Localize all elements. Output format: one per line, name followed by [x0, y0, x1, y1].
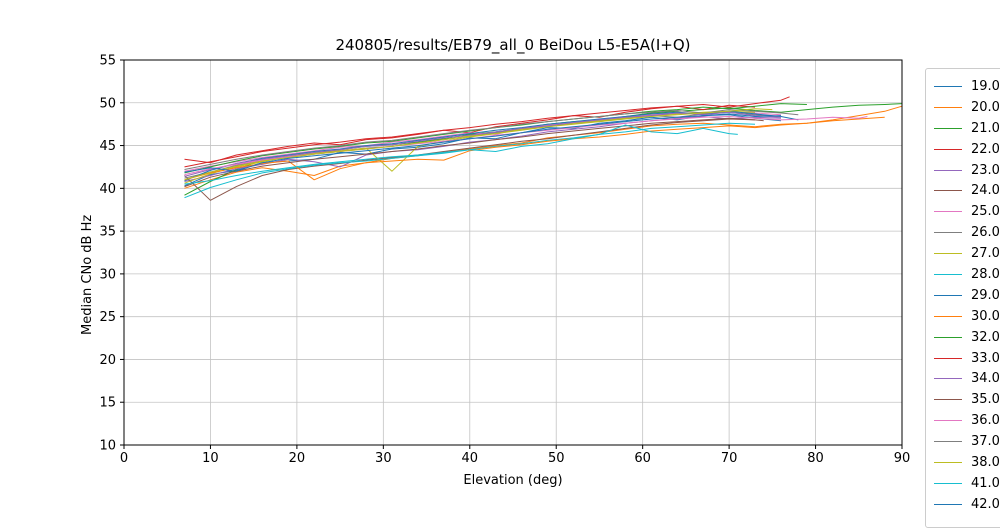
legend-item-label: 20.0: [971, 99, 1000, 115]
plot-border: [123, 59, 903, 446]
legend-item-label: 21.0: [971, 120, 1000, 136]
legend-item: 34.0: [926, 368, 1000, 389]
legend-item-label: 28.0: [971, 266, 1000, 282]
legend-item-label: 25.0: [971, 204, 1000, 220]
legend-item-label: 37.0: [971, 434, 1000, 450]
legend-item: 32.0: [926, 327, 1000, 348]
legend-line-swatch: [934, 211, 962, 213]
y-tick-label: 50: [99, 96, 116, 111]
legend-item: 28.0: [926, 264, 1000, 285]
series-line-35.0: [184, 117, 764, 188]
legend-item: 33.0: [926, 348, 1000, 369]
legend: 19.0 20.0 21.0 22.0 23.0 24.0 25.0 26.0 27.0 28.0…: [925, 68, 1000, 528]
legend-item: 24.0: [926, 180, 1000, 201]
legend-line-swatch: [934, 169, 962, 171]
series-line-30.0: [184, 105, 903, 181]
legend-item-label: 19.0: [971, 78, 1000, 94]
legend-item: 20.0: [926, 97, 1000, 118]
legend-line-swatch: [934, 503, 962, 505]
legend-item-label: 26.0: [971, 225, 1000, 241]
x-tick-label: 80: [807, 451, 824, 466]
legend-item: 21.0: [926, 118, 1000, 139]
y-tick-label: 25: [99, 310, 116, 325]
legend-line-swatch: [934, 85, 962, 87]
series-line-26.0: [184, 111, 782, 179]
legend-item-label: 23.0: [971, 162, 1000, 178]
legend-item-label: 41.0: [971, 475, 1000, 491]
legend-line-swatch: [934, 441, 962, 443]
legend-item: 23.0: [926, 160, 1000, 181]
y-tick-label: 10: [99, 439, 116, 454]
plot-area: 0 10 20 30 40 50 60 70 80 90 10 15 20 25 30 35 40 45 50 55: [99, 54, 911, 467]
x-tick-label: 20: [289, 451, 306, 466]
figure: 240805/results/EB79_all_0 BeiDou L5-E5A(…: [80, 36, 1000, 528]
legend-item-label: 38.0: [971, 454, 1000, 470]
legend-item-label: 34.0: [971, 371, 1000, 387]
legend-line-swatch: [934, 461, 962, 463]
series-line-41.0: [184, 124, 738, 185]
legend-item-label: 22.0: [971, 141, 1000, 157]
y-tick-label: 55: [99, 54, 116, 69]
legend-item: 41.0: [926, 473, 1000, 494]
legend-line-swatch: [934, 399, 962, 401]
series-line-34.0: [184, 111, 782, 177]
legend-item-label: 30.0: [971, 308, 1000, 324]
legend-item: 37.0: [926, 431, 1000, 452]
legend-item: 22.0: [926, 139, 1000, 160]
legend-item-label: 36.0: [971, 413, 1000, 429]
legend-line-swatch: [934, 148, 962, 150]
legend-item: 27.0: [926, 243, 1000, 264]
legend-item: 38.0: [926, 452, 1000, 473]
legend-item-label: 24.0: [971, 183, 1000, 199]
series-line-24.0: [184, 118, 756, 201]
legend-line-swatch: [934, 315, 962, 317]
legend-line-swatch: [934, 336, 962, 338]
x-tick-label: 0: [120, 451, 128, 466]
legend-item-label: 29.0: [971, 287, 1000, 303]
y-tick-label: 45: [99, 139, 116, 154]
legend-line-swatch: [934, 106, 962, 108]
y-tick-label: 35: [99, 225, 116, 240]
legend-item-label: 32.0: [971, 329, 1000, 345]
legend-item: 19.0: [926, 76, 1000, 97]
y-tick-label: 40: [99, 182, 116, 197]
x-tick-label: 30: [375, 451, 392, 466]
legend-line-swatch: [934, 253, 962, 255]
x-tick-label: 40: [462, 451, 479, 466]
legend-line-swatch: [934, 232, 962, 234]
y-tick-label: 30: [99, 267, 116, 282]
legend-item-label: 33.0: [971, 350, 1000, 366]
legend-item: 30.0: [926, 306, 1000, 327]
legend-line-swatch: [934, 294, 962, 296]
legend-line-swatch: [934, 357, 962, 359]
legend-item: 25.0: [926, 201, 1000, 222]
series-line-42.0: [184, 113, 782, 173]
series-line-33.0: [184, 96, 790, 168]
series-line-38.0: [184, 108, 773, 181]
x-tick-label: 10: [202, 451, 219, 466]
legend-item: 35.0: [926, 389, 1000, 410]
legend-line-swatch: [934, 190, 962, 192]
legend-item-label: 27.0: [971, 246, 1000, 262]
legend-line-swatch: [934, 127, 962, 129]
x-axis-label: Elevation (deg): [463, 473, 563, 488]
legend-line-swatch: [934, 378, 962, 380]
legend-line-swatch: [934, 273, 962, 275]
legend-line-swatch: [934, 420, 962, 422]
legend-item: 26.0: [926, 222, 1000, 243]
y-tick-label: 20: [99, 353, 116, 368]
legend-item: 36.0: [926, 410, 1000, 431]
legend-item-label: 35.0: [971, 392, 1000, 408]
legend-item: 29.0: [926, 285, 1000, 306]
legend-item: 42.0: [926, 494, 1000, 515]
chart-title: 240805/results/EB79_all_0 BeiDou L5-E5A(…: [335, 36, 691, 54]
x-tick-label: 90: [894, 451, 911, 466]
x-tick-label: 50: [548, 451, 565, 466]
y-tick-label: 15: [99, 396, 116, 411]
legend-item-label: 42.0: [971, 496, 1000, 512]
x-tick-label: 70: [721, 451, 738, 466]
series-line-21.0: [184, 103, 903, 196]
x-tick-label: 60: [634, 451, 651, 466]
legend-line-swatch: [934, 482, 962, 484]
